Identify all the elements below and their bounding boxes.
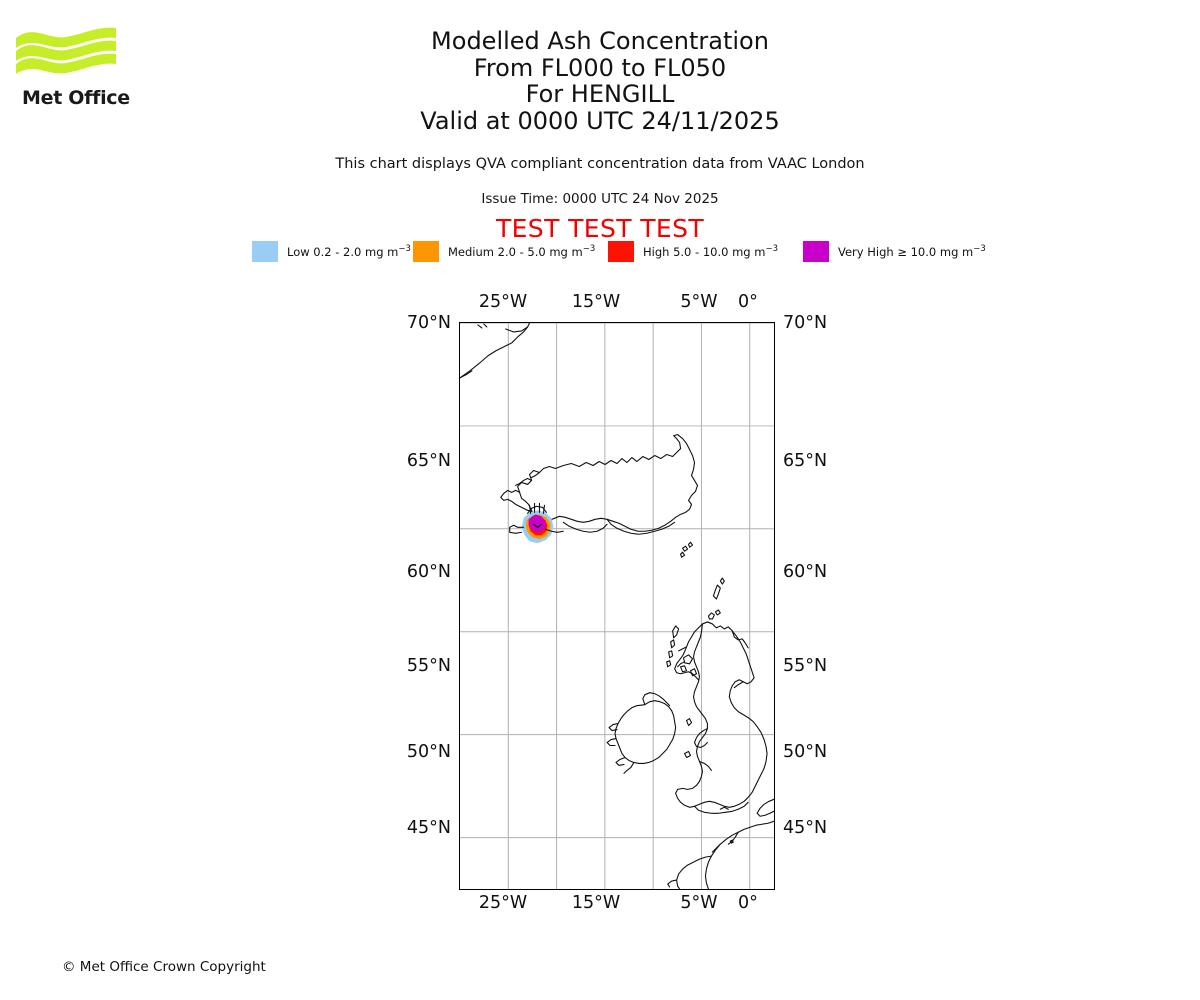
legend-item-high: High 5.0 - 10.0 mg m−3 [608, 240, 778, 262]
test-banner: TEST TEST TEST [495, 214, 705, 243]
legend-item-medium: Medium 2.0 - 5.0 mg m−3 [413, 240, 595, 262]
axis-label-right-70n: 70°N [783, 313, 828, 333]
issue-time: Issue Time: 0000 UTC 24 Nov 2025 [481, 191, 719, 207]
axis-label-top-25w: 25°W [478, 292, 528, 312]
page-title: Modelled Ash Concentration From FL000 to… [0, 28, 1200, 134]
axis-label-right-45n: 45°N [783, 818, 828, 838]
axis-label-right-50n: 50°N [783, 742, 828, 762]
map-gridlines [460, 323, 774, 889]
legend-label-very-high-exponent: −3 [973, 243, 986, 254]
legend-swatch-very-high [803, 240, 829, 262]
axis-label-left-55n: 55°N [406, 656, 451, 676]
compliance-note: This chart displays QVA compliant concen… [335, 156, 865, 172]
met-office-wordmark: Met Office [22, 87, 130, 109]
plume-source-marks [509, 502, 564, 534]
axis-label-top-0: 0° [738, 292, 758, 312]
concentration-legend: Low 0.2 - 2.0 mg m−3 Medium 2.0 - 5.0 mg… [0, 240, 1200, 264]
axis-label-left-70n: 70°N [406, 313, 451, 333]
met-office-logo: Met Office [12, 24, 212, 120]
map-coastlines [460, 323, 774, 889]
ash-concentration-map[interactable] [459, 322, 775, 890]
legend-swatch-low [252, 240, 278, 262]
legend-label-high-exponent: −3 [765, 243, 778, 254]
axis-label-left-50n: 50°N [406, 742, 451, 762]
axis-label-bottom-15w: 15°W [571, 893, 621, 913]
legend-label-medium-exponent: −3 [582, 243, 596, 254]
axis-label-top-5w: 5°W [680, 292, 718, 312]
legend-label-high-text: High 5.0 - 10.0 mg m [643, 244, 766, 259]
axis-label-bottom-5w: 5°W [680, 893, 718, 913]
copyright-notice: © Met Office Crown Copyright [62, 959, 266, 975]
ash-plume-overlay [509, 502, 564, 544]
legend-swatch-medium [413, 240, 439, 262]
axis-label-left-45n: 45°N [406, 818, 451, 838]
title-line-flight-levels: From FL000 to FL050 [473, 53, 727, 82]
axis-label-left-65n: 65°N [406, 451, 451, 471]
map-canvas [460, 323, 774, 889]
legend-item-low: Low 0.2 - 2.0 mg m−3 [252, 240, 411, 262]
legend-label-low-text: Low 0.2 - 2.0 mg m [287, 244, 399, 259]
met-office-wave-logo-icon [16, 27, 116, 74]
title-line-main: Modelled Ash Concentration [431, 27, 769, 55]
legend-label-low-exponent: −3 [398, 243, 411, 254]
axis-label-right-65n: 65°N [783, 451, 828, 471]
legend-label-high: High 5.0 - 10.0 mg m−3 [643, 244, 778, 259]
legend-label-low: Low 0.2 - 2.0 mg m−3 [287, 244, 411, 259]
axis-label-right-55n: 55°N [783, 656, 828, 676]
legend-label-very-high: Very High ≥ 10.0 mg m−3 [838, 244, 986, 259]
plume-very-high-area [528, 514, 546, 533]
legend-item-very-high: Very High ≥ 10.0 mg m−3 [803, 240, 986, 262]
axis-label-left-60n: 60°N [406, 562, 451, 582]
title-line-valid-at: Valid at 0000 UTC 24/11/2025 [420, 106, 780, 135]
axis-label-bottom-0: 0° [738, 893, 758, 913]
axis-label-top-15w: 15°W [571, 292, 621, 312]
legend-label-medium-text: Medium 2.0 - 5.0 mg m [448, 244, 583, 259]
legend-label-medium: Medium 2.0 - 5.0 mg m−3 [448, 244, 595, 259]
title-line-volcano: For HENGILL [525, 80, 675, 108]
axis-label-bottom-25w: 25°W [478, 893, 528, 913]
axis-label-right-60n: 60°N [783, 562, 828, 582]
legend-label-very-high-text: Very High ≥ 10.0 mg m [838, 244, 974, 259]
legend-swatch-high [608, 240, 634, 262]
